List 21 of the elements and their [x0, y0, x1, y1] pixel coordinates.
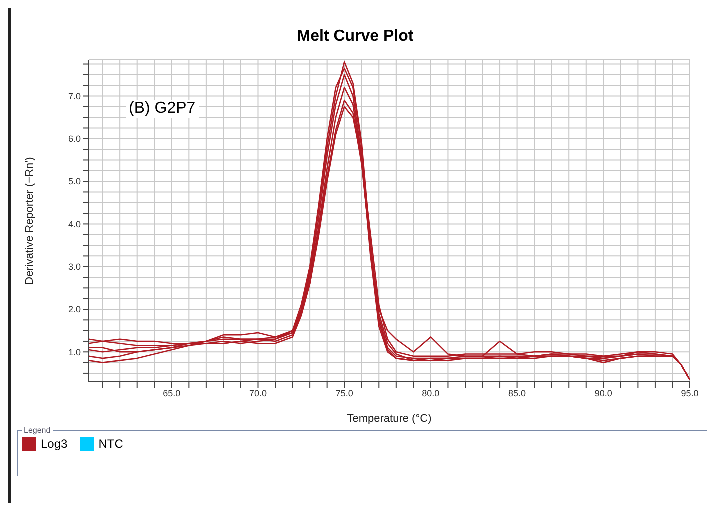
legend-title: Legend: [23, 426, 52, 435]
x-tick-label: 85.0: [508, 388, 526, 398]
x-tick-label: 80.0: [422, 388, 440, 398]
y-tick-label: 4.0: [68, 219, 81, 230]
x-axis-title: Temperature (°C): [347, 413, 432, 425]
x-tick-label: 75.0: [336, 388, 354, 398]
y-tick-label: 6.0: [68, 134, 81, 144]
x-tick-label: 95.0: [681, 388, 699, 398]
y-axis-title: Derivative Reporter (−Rn′): [24, 157, 36, 285]
legend-label: NTC: [98, 437, 124, 451]
legend-label: Log3: [41, 437, 68, 451]
y-tick-label: 2.0: [68, 304, 81, 315]
y-tick-label: 3.0: [68, 262, 81, 272]
x-tick-label: 70.0: [249, 388, 268, 398]
y-tick-label: 7.0: [68, 91, 81, 102]
y-tick-label: 5.0: [68, 176, 81, 187]
annotation: (B) G2P7: [126, 100, 199, 118]
x-tick-label: 90.0: [594, 388, 612, 398]
x-tick-label: 65.0: [163, 388, 181, 398]
chart-title: Melt Curve Plot: [296, 27, 415, 47]
y-tick-label: 1.0: [68, 347, 81, 358]
